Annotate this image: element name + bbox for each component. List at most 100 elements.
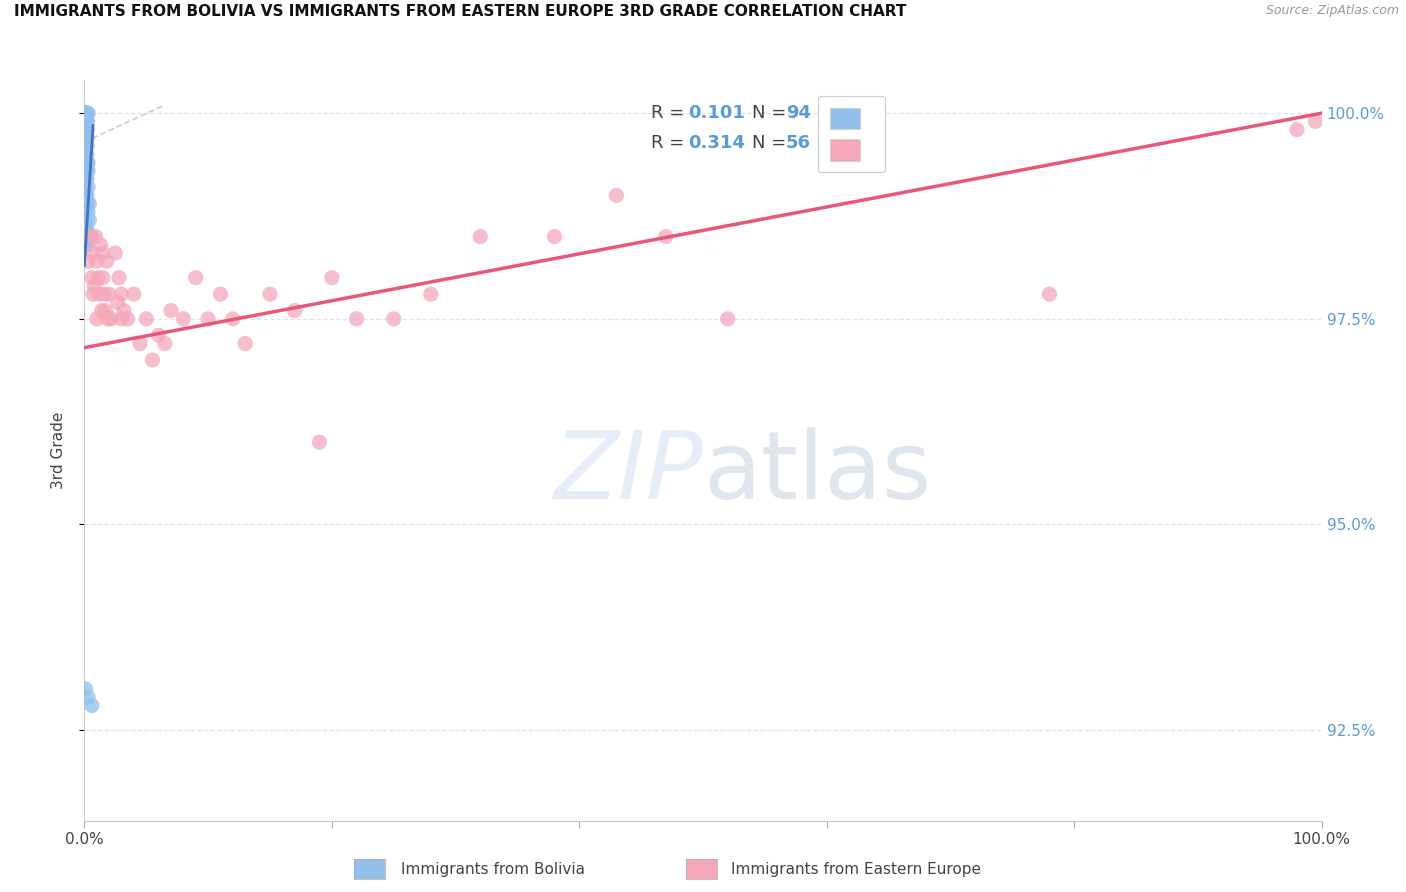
Point (98, 287, 121, 301)
Point (76, 155, 98, 169)
Point (107, 295, 129, 310)
Point (76, 131, 98, 145)
Point (77, 163, 100, 178)
Point (76, 131, 98, 145)
Point (77, 106, 100, 120)
Point (75, 147, 97, 161)
Point (75, 131, 97, 145)
Point (222, 311, 245, 326)
Point (148, 328, 170, 343)
Point (76, 122, 98, 136)
Point (75, 229, 97, 244)
Point (160, 303, 183, 318)
Point (75, 221, 97, 235)
Point (76, 114, 98, 128)
Point (184, 270, 207, 285)
Point (1305, 114, 1327, 128)
Point (75, 163, 97, 178)
Point (76, 114, 98, 128)
Point (75, 172, 97, 186)
Point (76, 114, 98, 128)
Text: N =: N = (752, 104, 787, 122)
Point (75, 139, 97, 153)
Point (75, 114, 97, 128)
Point (75, 114, 97, 128)
Point (470, 229, 492, 244)
Point (75, 155, 97, 169)
Point (75, 196, 97, 211)
Point (110, 287, 132, 301)
Point (76, 131, 98, 145)
Point (76, 106, 98, 120)
Point (75, 122, 97, 136)
Point (110, 311, 132, 326)
Point (77, 205, 100, 219)
Point (75, 114, 97, 128)
Point (75, 114, 97, 128)
Point (76, 221, 98, 235)
Point (1038, 287, 1060, 301)
Point (75, 131, 97, 145)
Text: Source: ZipAtlas.com: Source: ZipAtlas.com (1265, 4, 1399, 18)
Point (75, 131, 97, 145)
Point (76, 139, 98, 153)
Point (100, 311, 122, 326)
Point (117, 311, 139, 326)
Point (1285, 122, 1308, 136)
Point (91, 246, 114, 260)
Point (80, 270, 103, 285)
Point (76, 147, 98, 161)
Point (75, 213, 97, 227)
Text: Immigrants from Eastern Europe: Immigrants from Eastern Europe (731, 863, 981, 877)
Text: R =: R = (651, 134, 685, 152)
Point (284, 303, 307, 318)
Point (75, 188, 97, 202)
Point (75, 106, 97, 120)
Point (82, 287, 104, 301)
Point (75, 106, 97, 120)
Point (75, 122, 97, 136)
Point (76, 106, 98, 120)
Text: 0.314: 0.314 (688, 134, 745, 152)
Point (75, 114, 97, 128)
Point (77, 254, 100, 268)
Point (75, 131, 97, 145)
Point (75, 106, 97, 120)
Point (75, 122, 97, 136)
Point (76, 139, 98, 153)
Point (75, 188, 97, 202)
Point (97, 311, 120, 326)
Point (89, 237, 111, 252)
Point (75, 114, 97, 128)
Point (75, 147, 97, 161)
Point (419, 287, 441, 301)
Point (96, 254, 118, 268)
Text: 94: 94 (786, 104, 811, 122)
Point (75, 131, 97, 145)
Point (75, 205, 97, 219)
Point (77, 155, 100, 169)
Text: 56: 56 (786, 134, 811, 152)
Point (77, 690, 100, 705)
Point (90, 303, 112, 318)
Point (75, 106, 97, 120)
Point (346, 311, 368, 326)
Point (75, 122, 97, 136)
Point (75, 106, 97, 120)
Point (93, 287, 115, 301)
Point (79, 229, 101, 244)
Point (76, 237, 98, 252)
Point (75, 237, 97, 252)
Point (321, 270, 343, 285)
Point (75, 114, 97, 128)
Point (76, 114, 98, 128)
Point (75, 122, 97, 136)
Text: ZIP: ZIP (554, 427, 703, 518)
Point (75, 131, 97, 145)
Point (135, 311, 157, 326)
Point (84, 229, 107, 244)
Point (76, 196, 98, 211)
Point (91, 270, 114, 285)
Point (86, 254, 108, 268)
Point (75, 114, 97, 128)
